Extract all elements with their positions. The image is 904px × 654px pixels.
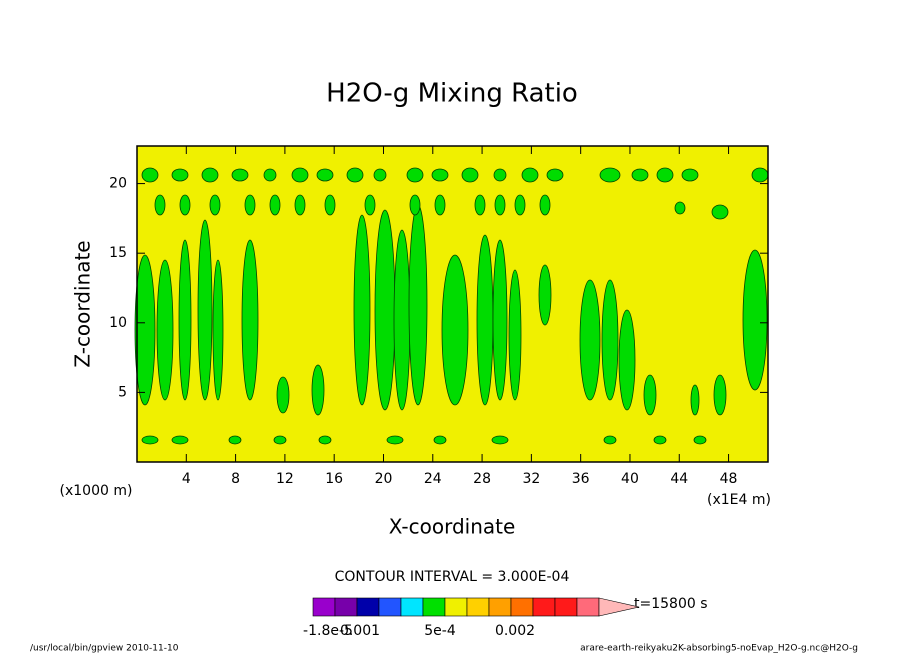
chart-title: H2O-g Mixing Ratio <box>326 79 578 109</box>
x-tick-label: 36 <box>572 471 590 487</box>
x-tick-label: 8 <box>231 471 240 487</box>
x-tick-label: 24 <box>424 471 442 487</box>
colorbar-label: 5e-4 <box>424 623 456 639</box>
colorbar-box <box>554 597 578 617</box>
colorbar-box <box>576 597 600 617</box>
colorbar-box <box>488 597 512 617</box>
colorbar-box <box>444 597 468 617</box>
colorbar-box <box>532 597 556 617</box>
colorbar-box <box>466 597 490 617</box>
colorbar-label: 0.002 <box>495 623 535 639</box>
footer-left: /usr/local/bin/gpview 2010-11-10 <box>30 644 179 654</box>
colorbar-label: 0.001 <box>340 623 380 639</box>
y-tick-label: 10 <box>109 315 127 331</box>
x-unit-label-right: (x1E4 m) <box>707 492 771 508</box>
x-tick-label: 32 <box>522 471 540 487</box>
colorbar-arrow <box>598 597 640 617</box>
y-tick-label: 5 <box>118 384 127 400</box>
colorbar-box <box>510 597 534 617</box>
colorbar-box <box>422 597 446 617</box>
x-tick-label: 4 <box>182 471 191 487</box>
plot-frame <box>136 145 769 463</box>
x-tick-label: 44 <box>670 471 688 487</box>
x-tick-label: 40 <box>621 471 639 487</box>
x-tick-label: 12 <box>276 471 294 487</box>
colorbar-box <box>334 597 358 617</box>
x-unit-label: (x1000 m) <box>60 483 133 499</box>
x-tick-label: 16 <box>325 471 343 487</box>
colorbar-box <box>400 597 424 617</box>
x-tick-label: 48 <box>720 471 738 487</box>
x-tick-label: 20 <box>375 471 393 487</box>
y-tick-label: 15 <box>109 245 127 261</box>
colorbar-box <box>312 597 336 617</box>
colorbar-label: -1.8e-5 <box>303 623 353 639</box>
x-axis-label: X-coordinate <box>389 515 516 539</box>
contour-interval: CONTOUR INTERVAL = 3.000E-04 <box>335 569 570 585</box>
y-tick-label: 20 <box>109 176 127 192</box>
y-axis-label: Z-coordinate <box>71 240 95 367</box>
time-label: t=15800 s <box>634 596 708 612</box>
contour-fill <box>134 167 769 445</box>
x-tick-label: 28 <box>473 471 491 487</box>
footer-right: arare-earth-reikyaku2K-absorbing5-noEvap… <box>580 644 858 654</box>
colorbar-box <box>378 597 402 617</box>
colorbar-box <box>356 597 380 617</box>
